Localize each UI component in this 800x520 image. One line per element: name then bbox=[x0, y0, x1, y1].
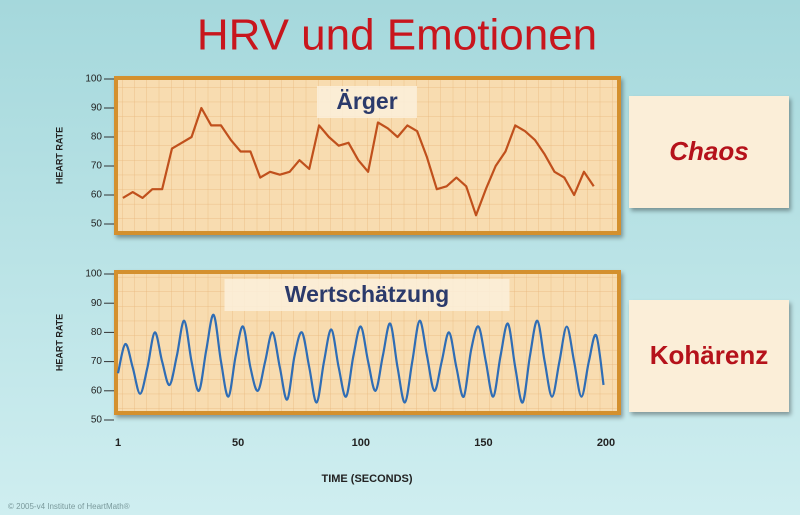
y-tick-label: 50 bbox=[91, 415, 103, 426]
y-tick-label: 80 bbox=[91, 132, 103, 143]
chart: 50 60 70 80 90 100 HEART RATE Ärger Chaos bbox=[54, 74, 789, 235]
y-tick-label: 60 bbox=[91, 190, 103, 201]
y-axis-label: HEART RATE bbox=[54, 127, 64, 184]
y-axis-label: HEART RATE bbox=[54, 314, 64, 371]
y-tick-label: 50 bbox=[91, 219, 103, 230]
charts: 50 60 70 80 90 100 HEART RATE Ärger Chaos 50 60 70 8… bbox=[54, 74, 789, 485]
side-label: Chaos bbox=[669, 136, 748, 166]
x-tick-label: 200 bbox=[597, 437, 615, 449]
x-tick-label: 50 bbox=[232, 437, 244, 449]
y-tick-label: 100 bbox=[85, 269, 102, 280]
slide-title: HRV und Emotionen bbox=[197, 11, 597, 60]
copyright: © 2005-v4 Institute of HeartMath® bbox=[8, 502, 130, 511]
x-tick-label: 100 bbox=[352, 437, 370, 449]
side-box bbox=[629, 96, 789, 208]
chart-title-box bbox=[317, 86, 417, 118]
data-line bbox=[122, 106, 595, 217]
side-box bbox=[629, 300, 789, 412]
chart-title-box bbox=[224, 279, 510, 311]
side-label: Kohärenz bbox=[650, 340, 768, 370]
y-tick-label: 90 bbox=[91, 298, 103, 309]
y-tick-label: 70 bbox=[91, 356, 103, 367]
x-tick-label: 1 bbox=[115, 437, 121, 449]
y-tick-label: 100 bbox=[85, 74, 102, 85]
x-tick-label: 150 bbox=[474, 437, 492, 449]
y-tick-label: 60 bbox=[91, 385, 103, 396]
y-tick-label: 70 bbox=[91, 161, 103, 172]
chart-title: Ärger bbox=[336, 88, 397, 114]
chart-title: Wertschätzung bbox=[285, 281, 449, 307]
data-line bbox=[116, 313, 605, 404]
y-tick-label: 90 bbox=[91, 103, 103, 114]
x-axis-label: TIME (SECONDS) bbox=[321, 473, 412, 485]
y-tick-label: 80 bbox=[91, 327, 103, 338]
